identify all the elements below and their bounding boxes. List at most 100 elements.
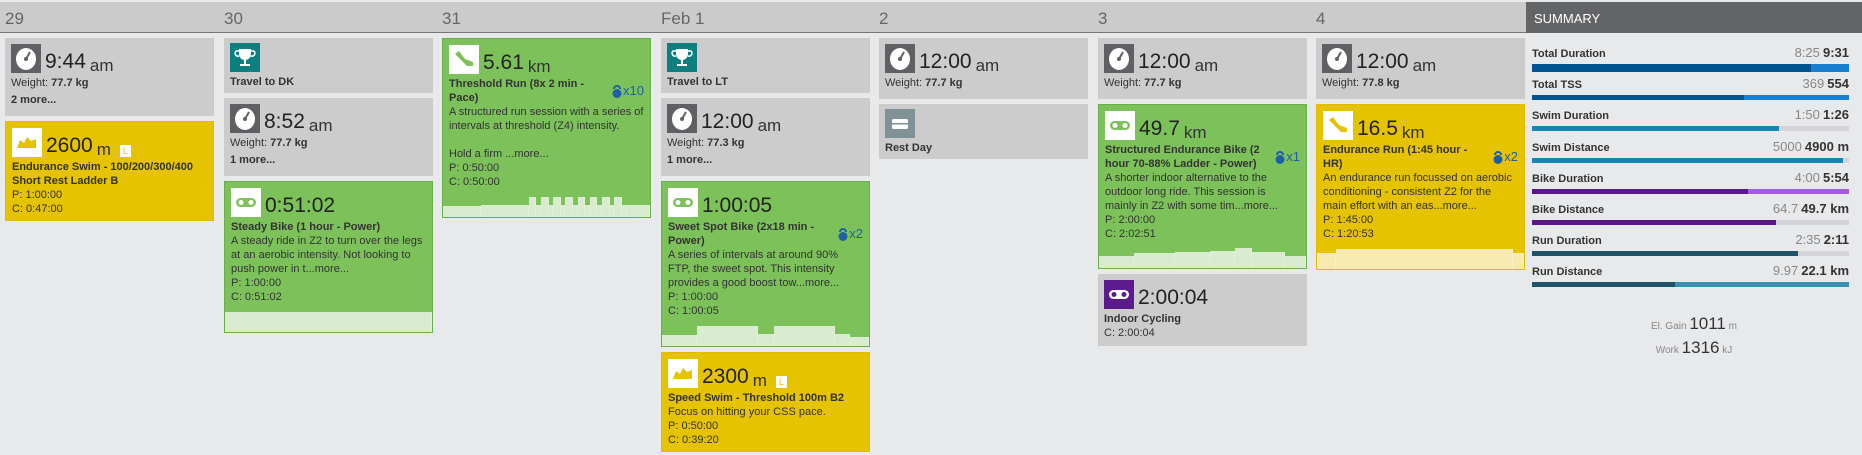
progress-over: [1532, 282, 1849, 288]
metrics-card[interactable]: 12:00 am Weight: 77.7 kg: [879, 38, 1088, 99]
workout-title[interactable]: Endurance Run (1:45 hour - HR): [1323, 144, 1468, 170]
workout-title[interactable]: Steady Bike (1 hour - Power): [231, 221, 381, 233]
event-card[interactable]: Rest Day: [879, 104, 1088, 159]
card-value: 1:00:05: [702, 194, 773, 217]
card-header: 5.61 km: [449, 44, 644, 75]
workout-title[interactable]: Endurance Swim - 100/200/300/400 Short R…: [12, 161, 193, 187]
profile-segment: [609, 205, 615, 217]
more-link[interactable]: 1 more...: [667, 154, 713, 166]
metrics-card[interactable]: 12:00 am Weight: 77.7 kg: [1098, 38, 1307, 99]
metrics-card[interactable]: 9:44 am Weight: 77.7 kg 2 more...: [5, 38, 214, 116]
more-link[interactable]: 2 more...: [11, 94, 57, 106]
metric-value: 1316: [1681, 338, 1720, 357]
strength-reps: x2: [1493, 143, 1518, 171]
reps-count: x2: [1504, 149, 1518, 164]
weight-label: Weight:: [230, 137, 268, 149]
weight-line: Weight: 77.3 kg: [667, 136, 864, 150]
profile-segment: [1099, 256, 1134, 268]
strength-reps: x1: [1275, 143, 1300, 171]
summary-work: Work 1316 kJ: [1526, 338, 1862, 358]
profile-segment: [1210, 251, 1235, 268]
scale-icon: [885, 44, 915, 73]
workout-profile-chart: [225, 310, 432, 332]
weight-label: Weight:: [667, 137, 705, 149]
card-value: 12:00: [1138, 50, 1191, 73]
summary-line: Swim Duration 1:50 1:26: [1532, 107, 1849, 122]
workout-description: An endurance run focussed on aerobic con…: [1323, 172, 1512, 212]
card-header: 2300 m L: [668, 358, 863, 389]
actual-value: 22.1 km: [1801, 263, 1849, 279]
summary-values: 2:35 2:11: [1795, 232, 1849, 247]
profile-segment: [626, 205, 650, 217]
summary-progress-bar: [1532, 220, 1849, 225]
summary-progress-bar: [1532, 188, 1849, 194]
summary-label: Total TSS: [1532, 79, 1582, 92]
profile-segment: [553, 197, 561, 217]
card-header: 12:00 am: [667, 103, 864, 134]
metric-label: El. Gain: [1650, 321, 1687, 332]
card-header: 0:51:02: [231, 187, 426, 217]
workout-title[interactable]: Sweet Spot Bike (2x18 min - Power): [668, 221, 815, 247]
event-card[interactable]: Travel to LT: [661, 38, 870, 93]
scale-icon: [667, 104, 697, 133]
completed-duration: C: 0:50:00: [449, 176, 500, 188]
title-row: Endurance Swim - 100/200/300/400 Short R…: [12, 160, 207, 188]
day-column: Travel to DK 8:52 am Weight: 77.7 kg 1 more.…: [224, 38, 433, 333]
profile-segment: [536, 205, 541, 217]
event-title: Travel to LT: [667, 76, 728, 88]
profile-segment: [585, 205, 590, 217]
actual-value: 49.7 km: [1801, 201, 1849, 216]
summary-line: Run Distance 9.97 22.1 km: [1532, 263, 1849, 278]
profile-segment: [1512, 253, 1524, 269]
scale-icon: [230, 104, 260, 133]
summary-values: 4:00 5:54: [1795, 170, 1849, 185]
strength-reps: x2: [838, 220, 863, 248]
workout-description: A structured run session with a series o…: [449, 106, 644, 160]
profile-segment: [773, 326, 835, 346]
weight-label: Weight:: [1322, 77, 1360, 89]
card-unit: km: [1401, 123, 1425, 142]
weight-line: Weight: 77.7 kg: [1104, 76, 1301, 90]
more-link[interactable]: 1 more...: [230, 154, 276, 166]
workout-card[interactable]: 2:00:04 Indoor Cycling C: 2:00:04: [1098, 274, 1307, 346]
workout-title[interactable]: Indoor Cycling: [1104, 313, 1181, 325]
indoor-bike-icon: [1104, 280, 1134, 309]
workout-title[interactable]: Speed Swim - Threshold 100m B2: [668, 392, 845, 404]
planned-duration: P: 0:50:00: [668, 420, 719, 432]
metrics-card[interactable]: 12:00 am Weight: 77.8 kg: [1316, 38, 1525, 99]
metric-value: 1011: [1689, 314, 1726, 333]
card-value: 2300: [702, 365, 749, 388]
workout-card[interactable]: 2300 m L Speed Swim - Threshold 100m B2 Focu…: [661, 352, 870, 452]
workout-title[interactable]: Structured Endurance Bike (2 hour 70-88%…: [1105, 144, 1260, 170]
card-header: 16.5 km: [1323, 110, 1518, 142]
workout-card[interactable]: 16.5 km Endurance Run (1:45 hour - HR) x2 An…: [1316, 104, 1525, 270]
card-header: 12:00 am: [1104, 43, 1301, 74]
profile-segment: [662, 335, 698, 346]
metric-unit: m: [1728, 321, 1738, 332]
profile-segment: [1235, 248, 1252, 268]
weight-line: Weight: 77.7 kg: [230, 136, 427, 150]
workout-card[interactable]: 1:00:05 Sweet Spot Bike (2x18 min - Power…: [661, 181, 870, 347]
profile-segment: [697, 326, 759, 346]
weight-value: 77.3 kg: [707, 137, 745, 149]
metrics-card[interactable]: 12:00 am Weight: 77.3 kg 1 more...: [661, 98, 870, 176]
workout-profile-chart: [443, 195, 650, 217]
profile-segment: [1252, 252, 1285, 268]
profile-segment: [1175, 252, 1210, 268]
weight-label: Weight:: [885, 77, 923, 89]
actual-value: 2:11: [1823, 232, 1849, 248]
summary-label: Bike Duration: [1532, 172, 1604, 185]
profile-segment: [1336, 249, 1513, 269]
card-unit: am: [89, 56, 114, 75]
workout-card[interactable]: 49.7 km Structured Endurance Bike (2 hour …: [1098, 104, 1307, 269]
workout-card[interactable]: 2600 m L Endurance Swim - 100/200/300/400 S…: [5, 121, 214, 221]
day-label: 3: [1098, 9, 1108, 28]
summary-line: Total TSS 369 554: [1532, 76, 1849, 91]
workout-card[interactable]: 5.61 km Threshold Run (8x 2 min - Pace) x10…: [442, 38, 651, 218]
progress-fill: [1532, 126, 1780, 132]
workout-title[interactable]: Threshold Run (8x 2 min - Pace): [449, 78, 585, 104]
workout-card[interactable]: 0:51:02 Steady Bike (1 hour - Power) A ste…: [224, 181, 433, 333]
card-header: 1:00:05: [668, 187, 863, 217]
metrics-card[interactable]: 8:52 am Weight: 77.7 kg 1 more...: [224, 98, 433, 176]
event-card[interactable]: Travel to DK: [224, 38, 433, 93]
